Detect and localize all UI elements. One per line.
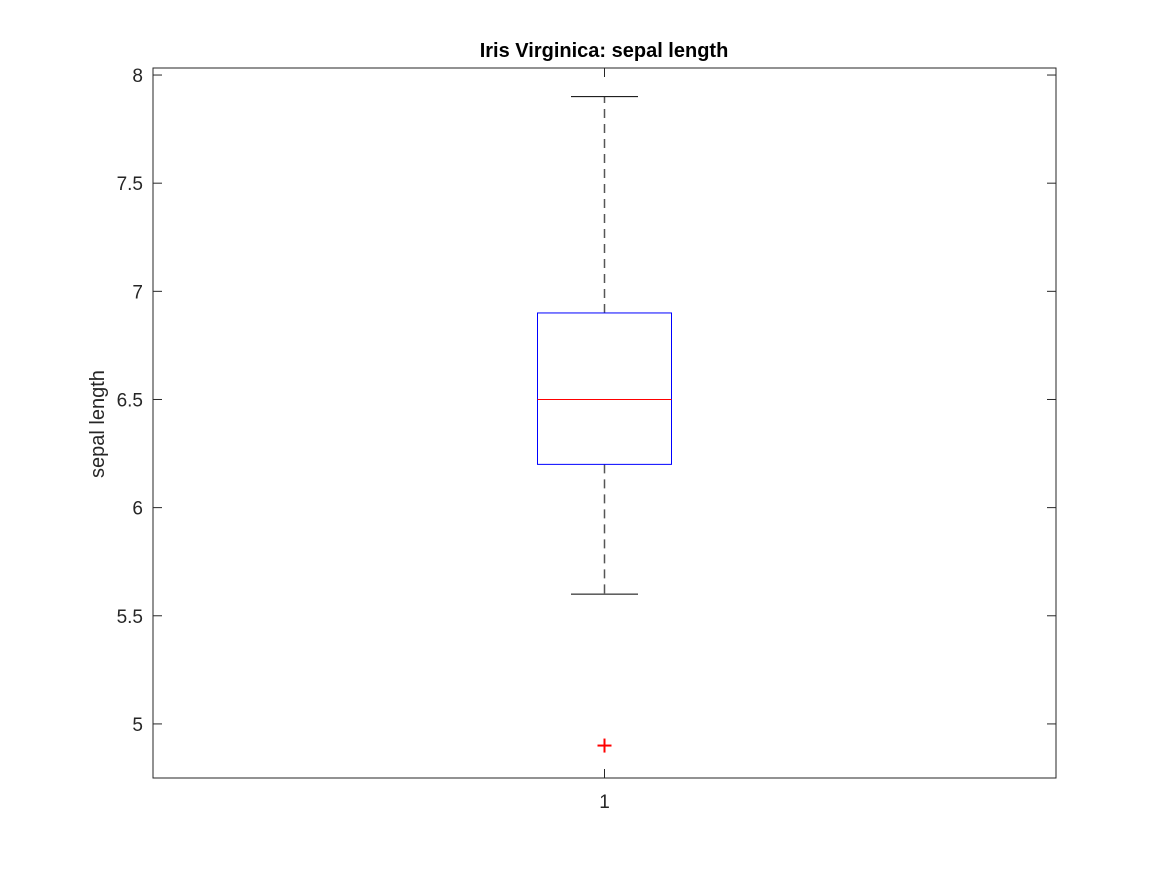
y-tick-label: 8 (132, 66, 143, 87)
y-tick-label: 7.5 (117, 174, 143, 195)
y-tick-label: 6 (132, 499, 143, 520)
y-tick-label: 5.5 (117, 607, 143, 628)
box-group (537, 96, 672, 753)
y-axis: 5 5.5 6 6.5 7 7.5 8 (117, 66, 1056, 736)
y-axis-label: sepal length (87, 370, 109, 478)
y-tick-label: 6.5 (117, 390, 143, 411)
y-tick-label: 7 (132, 282, 143, 303)
chart-title: Iris Virginica: sepal length (480, 40, 729, 62)
y-tick-label: 5 (132, 715, 143, 736)
x-axis: 1 (599, 68, 610, 813)
x-tick-label: 1 (599, 792, 610, 813)
outlier-marker (597, 738, 612, 753)
iqr-box (537, 312, 672, 465)
